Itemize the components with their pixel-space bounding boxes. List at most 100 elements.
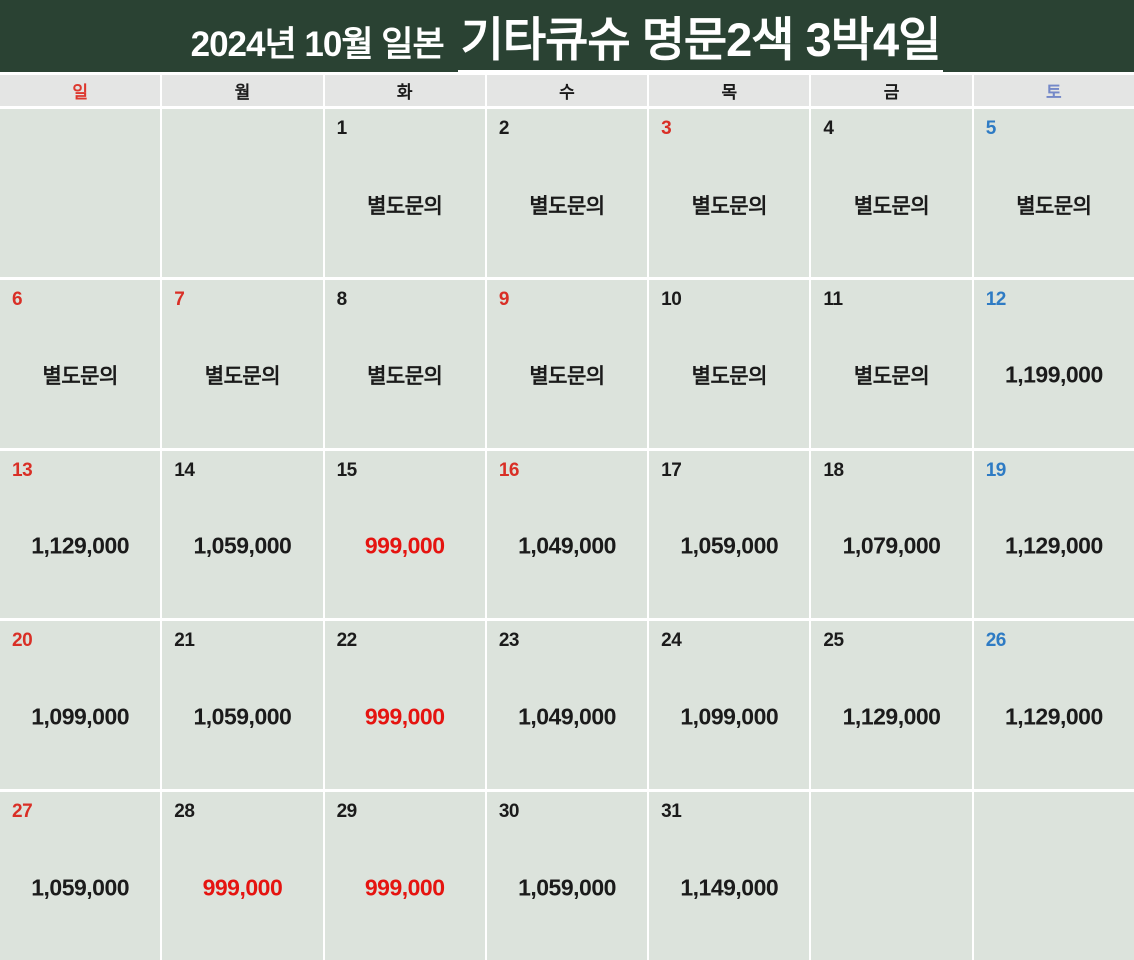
calendar-cell-empty: [0, 109, 161, 277]
calendar-cell-17: 17 1,059,000: [649, 450, 810, 619]
title-main: 기타큐슈 명문2색 3박4일: [457, 10, 944, 75]
day-number: 30: [498, 801, 520, 823]
calendar-cell-empty: [811, 792, 972, 960]
weekday-label-wed: 수: [486, 75, 648, 106]
price-label: 999,000: [364, 532, 445, 559]
calendar-cell-10: 10 별도문의: [649, 279, 810, 448]
inquiry-label: 별도문의: [853, 194, 930, 218]
day-number: 5: [985, 118, 997, 139]
calendar-cell-26: 26 1,129,000: [973, 621, 1134, 790]
day-number: 26: [985, 630, 1007, 652]
day-number: 24: [661, 630, 682, 652]
inquiry-label: 별도문의: [1016, 194, 1092, 218]
calendar-cell-16: 16 1,049,000: [486, 450, 648, 619]
day-number: 13: [12, 459, 33, 481]
price-label: 1,129,000: [1004, 532, 1103, 559]
calendar-cell-31: 31 1,149,000: [649, 792, 810, 960]
inquiry-label: 별도문의: [42, 365, 119, 389]
price-label: 999,000: [202, 874, 283, 901]
calendar-cell-8: 8 별도문의: [324, 279, 485, 448]
price-label: 1,059,000: [518, 874, 616, 901]
price-label: 1,129,000: [31, 532, 130, 559]
calendar-cell-9: 9 별도문의: [486, 279, 648, 448]
day-number: 8: [336, 288, 348, 310]
calendar-cell-empty: [973, 792, 1134, 960]
calendar-cell-empty: [162, 109, 323, 277]
price-label: 999,000: [364, 874, 445, 901]
inquiry-label: 별도문의: [367, 365, 443, 389]
inquiry-label: 별도문의: [691, 194, 768, 218]
price-label: 1,099,000: [680, 703, 779, 730]
day-number: 20: [12, 630, 33, 652]
price-label: 1,129,000: [1004, 703, 1103, 730]
day-number: 25: [823, 630, 844, 652]
day-number: 12: [985, 288, 1007, 310]
price-label: 1,129,000: [842, 703, 941, 730]
inquiry-label: 별도문의: [691, 365, 768, 389]
weekday-label-tue: 화: [324, 75, 485, 106]
calendar-cell-27: 27 1,059,000: [0, 792, 161, 960]
calendar-cell-19: 19 1,129,000: [973, 450, 1134, 619]
price-label: 1,079,000: [842, 532, 941, 559]
day-number: 21: [174, 630, 195, 652]
inquiry-label: 별도문의: [529, 194, 605, 218]
price-label: 1,059,000: [680, 532, 779, 559]
day-number: 18: [823, 459, 844, 481]
calendar-cell-20: 20 1,099,000: [0, 621, 161, 790]
calendar-cell-7: 7 별도문의: [162, 279, 323, 448]
calendar-cell-13: 13 1,129,000: [0, 450, 161, 619]
day-number: 31: [661, 801, 682, 823]
calendar-cell-22: 22 999,000: [324, 621, 485, 790]
day-number: 17: [661, 459, 682, 481]
day-number: 10: [661, 288, 682, 310]
weekday-label-mon: 월: [162, 75, 323, 106]
day-number: 9: [498, 288, 510, 310]
calendar-cell-1: 1 별도문의: [324, 109, 485, 277]
calendar-cell-24: 24 1,099,000: [649, 621, 810, 790]
price-label: 1,049,000: [518, 703, 616, 730]
calendar-cell-29: 29 999,000: [324, 792, 485, 960]
calendar-cell-15: 15 999,000: [324, 450, 485, 619]
day-number: 4: [823, 118, 834, 139]
title-banner: 2024년 10월 일본 기타큐슈 명문2색 3박4일: [0, 0, 1134, 75]
title-prefix: 2024년 10월 일본: [190, 25, 445, 64]
calendar-cell-6: 6 별도문의: [0, 279, 161, 448]
calendar-cell-18: 18 1,079,000: [811, 450, 972, 619]
calendar-cell-5: 5 별도문의: [973, 109, 1134, 277]
calendar-cell-23: 23 1,049,000: [486, 621, 648, 790]
weekday-label-sat: 토: [973, 75, 1134, 106]
day-number: 6: [12, 288, 23, 310]
day-number: 3: [661, 118, 672, 139]
price-label: 1,059,000: [31, 874, 130, 901]
day-number: 28: [174, 801, 195, 823]
inquiry-label: 별도문의: [367, 194, 443, 218]
calendar-cell-4: 4 별도문의: [811, 109, 972, 277]
day-number: 7: [174, 288, 185, 310]
calendar-cell-3: 3 별도문의: [649, 109, 810, 277]
inquiry-label: 별도문의: [853, 365, 930, 389]
calendar-grid: 1 별도문의 2 별도문의 3 별도문의 4 별도문의 5 별도문의 6 별도문의 7 별도문의 8 별도문의…: [0, 109, 1134, 960]
inquiry-label: 별도문의: [204, 365, 281, 389]
price-label: 1,149,000: [680, 874, 779, 901]
day-number: 22: [336, 630, 358, 652]
price-label: 1,099,000: [31, 703, 130, 730]
day-number: 23: [498, 630, 520, 652]
calendar-cell-11: 11 별도문의: [811, 279, 972, 448]
weekday-label-fri: 금: [811, 75, 972, 106]
day-number: 1: [336, 118, 348, 139]
weekday-label-thu: 목: [649, 75, 810, 106]
day-number: 15: [336, 459, 358, 481]
day-number: 29: [336, 801, 358, 823]
price-label: 1,059,000: [193, 703, 292, 730]
weekday-label-sun: 일: [0, 75, 161, 106]
calendar-cell-28: 28 999,000: [162, 792, 323, 960]
inquiry-label: 별도문의: [529, 365, 605, 389]
calendar-cell-14: 14 1,059,000: [162, 450, 323, 619]
day-number: 14: [174, 459, 195, 481]
calendar-cell-12: 12 1,199,000: [973, 279, 1134, 448]
calendar-cell-2: 2 별도문의: [486, 109, 648, 277]
day-number: 19: [985, 459, 1007, 481]
price-label: 1,199,000: [1004, 361, 1103, 388]
calendar-cell-21: 21 1,059,000: [162, 621, 323, 790]
